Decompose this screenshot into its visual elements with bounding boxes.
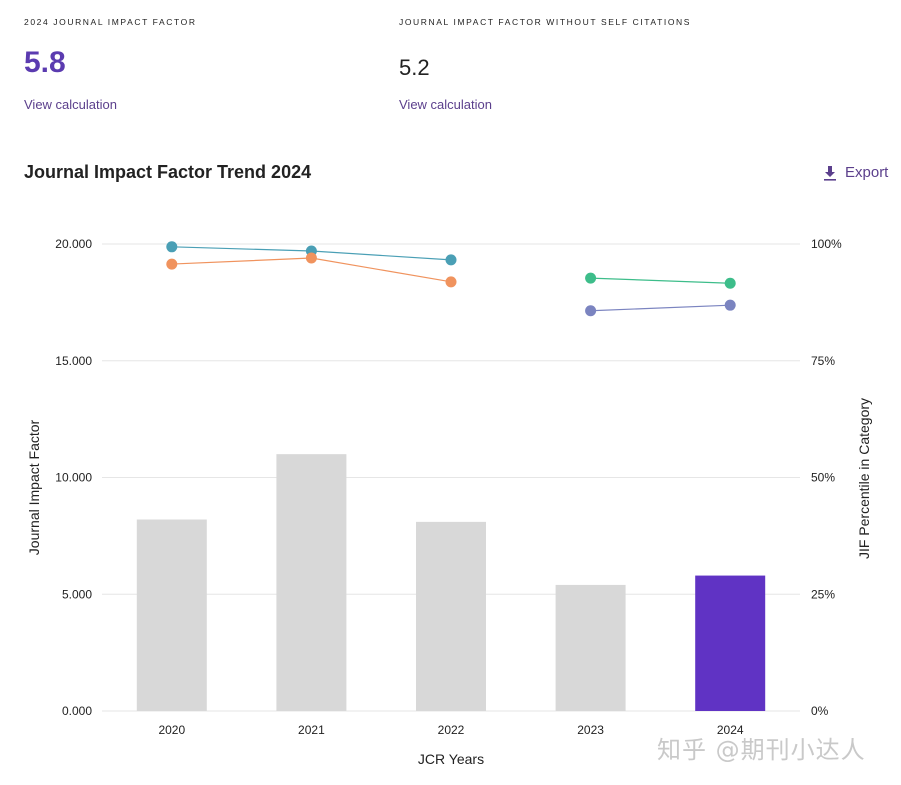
y2-axis-title: JIF Percentile in Category — [856, 398, 872, 559]
bar-2023[interactable] — [555, 584, 626, 711]
y-axis-title: Journal Impact Factor — [26, 419, 42, 555]
view-calculation-no-self-link[interactable]: View calculation — [399, 97, 492, 112]
y2-tick-label: 0% — [811, 704, 829, 718]
metric-jif-no-self-value: 5.2 — [399, 55, 430, 80]
y-tick-label: 20.000 — [55, 237, 92, 251]
y-tick-label: 5.000 — [62, 587, 92, 601]
export-button[interactable]: Export — [823, 164, 888, 181]
view-calculation-jif-link[interactable]: View calculation — [24, 97, 117, 112]
percentile-point[interactable] — [166, 258, 178, 270]
y-tick-label: 0.000 — [62, 704, 92, 718]
x-tick-label: 2023 — [577, 723, 604, 737]
bar-2024[interactable] — [695, 575, 766, 711]
percentile-point[interactable] — [445, 276, 457, 288]
bars — [136, 454, 766, 711]
y2-tick-label: 50% — [811, 471, 835, 485]
percentile-point[interactable] — [166, 241, 178, 253]
export-label: Export — [845, 164, 889, 181]
percentile-point[interactable] — [585, 305, 597, 317]
metric-jif-no-self-label: Journal Impact Factor without self citat… — [399, 17, 692, 27]
y2-tick-label: 75% — [811, 354, 835, 368]
metric-jif-value: 5.8 — [24, 46, 66, 79]
y2-tick-label: 100% — [811, 237, 842, 251]
percentile-point[interactable] — [724, 277, 736, 289]
y-tick-label: 10.000 — [55, 471, 92, 485]
bar-2022[interactable] — [416, 521, 486, 711]
y-tick-label: 15.000 — [55, 354, 92, 368]
watermark: 知乎 @期刊小达人 — [657, 736, 866, 764]
jif-trend-chart: 0.000 5.000 10.000 15.000 20.000 0% 25% 50% 75%… — [26, 237, 872, 767]
percentile-lines — [166, 241, 736, 317]
grid-lines — [102, 243, 800, 712]
percentile-point[interactable] — [724, 299, 736, 311]
percentile-point[interactable] — [305, 252, 317, 264]
y-axis-ticks: 0.000 5.000 10.000 15.000 20.000 — [55, 237, 92, 718]
metric-jif-label: 2024 Journal Impact Factor — [24, 17, 197, 27]
x-tick-label: 2021 — [298, 723, 325, 737]
x-axis-ticks: 2020 2021 2022 2023 2024 — [158, 723, 743, 737]
percentile-point[interactable] — [445, 254, 457, 266]
y2-axis-ticks: 0% 25% 50% 75% 100% — [811, 237, 842, 718]
y2-tick-label: 25% — [811, 587, 835, 601]
percentile-line-3 — [590, 277, 731, 284]
x-axis-title: JCR Years — [418, 751, 484, 767]
percentile-point[interactable] — [585, 272, 597, 284]
download-icon — [824, 165, 836, 181]
bar-2020[interactable] — [136, 519, 207, 711]
chart-title: Journal Impact Factor Trend 2024 — [24, 162, 312, 182]
x-tick-label: 2024 — [717, 723, 744, 737]
bar-2021[interactable] — [276, 454, 347, 711]
x-tick-label: 2020 — [158, 723, 185, 737]
percentile-line-4 — [590, 304, 731, 312]
x-tick-label: 2022 — [438, 723, 465, 737]
